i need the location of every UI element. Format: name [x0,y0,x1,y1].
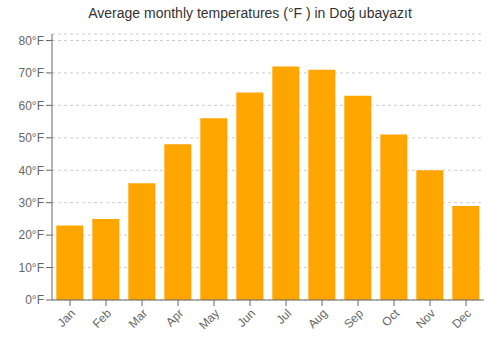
svg-text:70°F: 70°F [19,66,44,80]
svg-text:30°F: 30°F [19,196,44,210]
svg-text:Jan: Jan [55,306,79,330]
svg-text:40°F: 40°F [19,164,44,178]
svg-text:50°F: 50°F [19,131,44,145]
svg-text:Nov: Nov [413,306,438,331]
html-text:Average monthly temperatures (: Average monthly temperatures (°F ) in Do… [88,5,412,21]
svg-text:10°F: 10°F [19,261,44,275]
svg-text:Dec: Dec [449,306,474,331]
svg-text:0°F: 0°F [25,293,44,307]
svg-text:Oct: Oct [379,306,403,330]
svg-text:Mar: Mar [126,306,151,331]
svg-text:80°F: 80°F [19,34,44,48]
svg-text:Apr: Apr [163,306,186,329]
svg-text:Jun: Jun [235,306,259,330]
svg-text:Jul: Jul [273,306,294,327]
svg-text:60°F: 60°F [19,99,44,113]
svg-text:Sep: Sep [341,306,366,331]
svg-text:20°F: 20°F [19,228,44,242]
svg-text:May: May [196,306,222,332]
svg-text:Aug: Aug [305,306,330,331]
svg-text:Feb: Feb [90,306,115,331]
